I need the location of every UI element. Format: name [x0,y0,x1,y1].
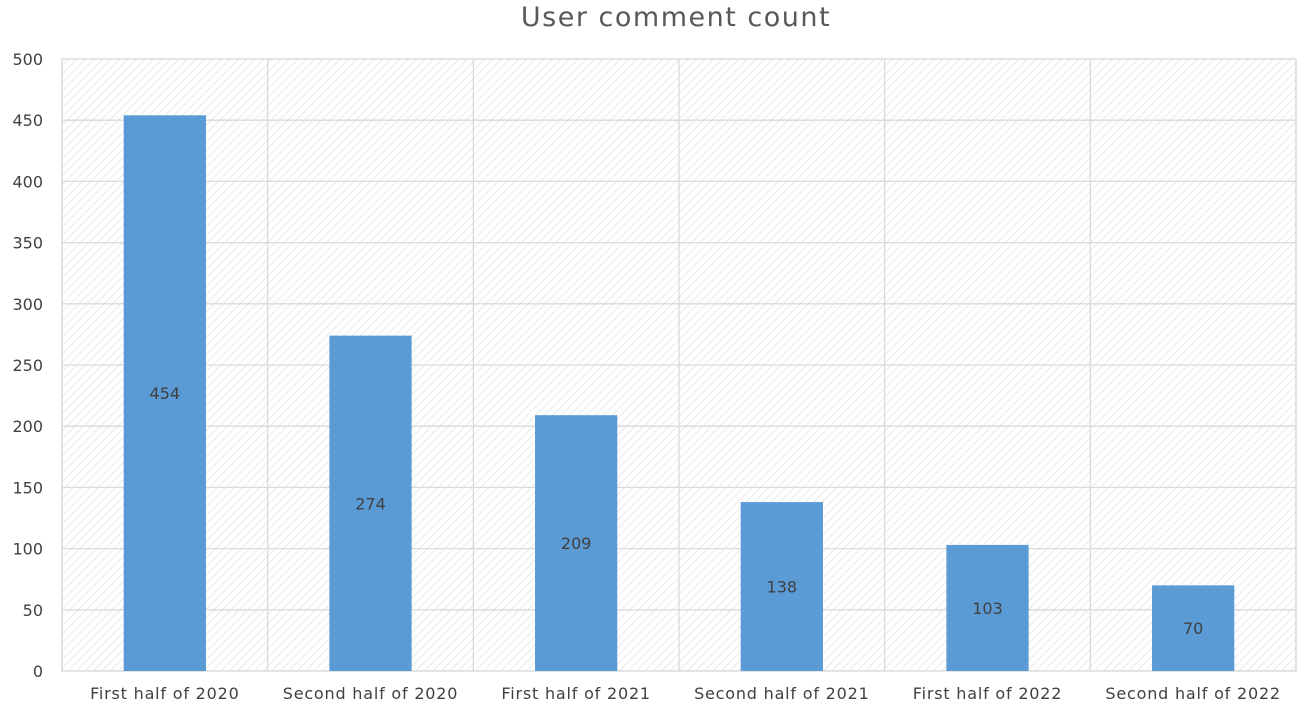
x-category-label: First half of 2022 [913,684,1063,703]
data-label: 138 [767,578,798,597]
bar [535,415,618,671]
y-tick-label: 250 [12,356,43,375]
bar [123,115,206,671]
x-category-label: First half of 2021 [501,684,651,703]
x-category-label: Second half of 2021 [694,684,870,703]
y-tick-label: 150 [12,478,43,497]
chart-title: User comment count [521,2,831,33]
x-category-label: First half of 2020 [90,684,240,703]
y-tick-label: 200 [12,417,43,436]
y-tick-label: 350 [12,234,43,253]
y-tick-label: 300 [12,295,43,314]
data-label: 103 [972,599,1003,618]
y-tick-label: 0 [33,662,43,681]
data-label: 274 [355,494,386,513]
x-category-label: Second half of 2020 [283,684,459,703]
vertical-gridlines [61,59,1297,671]
data-labels: 454 274 209 138 103 70 [150,384,1204,638]
x-category-label: Second half of 2022 [1105,684,1281,703]
y-tick-label: 400 [12,172,43,191]
y-tick-label: 450 [12,111,43,130]
bar [946,544,1029,671]
y-axis-tick-labels: 0 50 100 150 200 250 300 350 400 450 500 [12,50,43,681]
data-label: 454 [150,384,181,403]
x-axis-category-labels: First half of 2020 Second half of 2020 Fir… [90,684,1281,703]
bar [1152,585,1235,671]
y-tick-label: 100 [12,540,43,559]
bar [740,502,823,671]
bars [123,115,1235,671]
bar [329,335,412,671]
y-tick-label: 500 [12,50,43,69]
data-label: 70 [1183,619,1203,638]
data-label: 209 [561,534,592,553]
y-tick-label: 50 [23,601,43,620]
